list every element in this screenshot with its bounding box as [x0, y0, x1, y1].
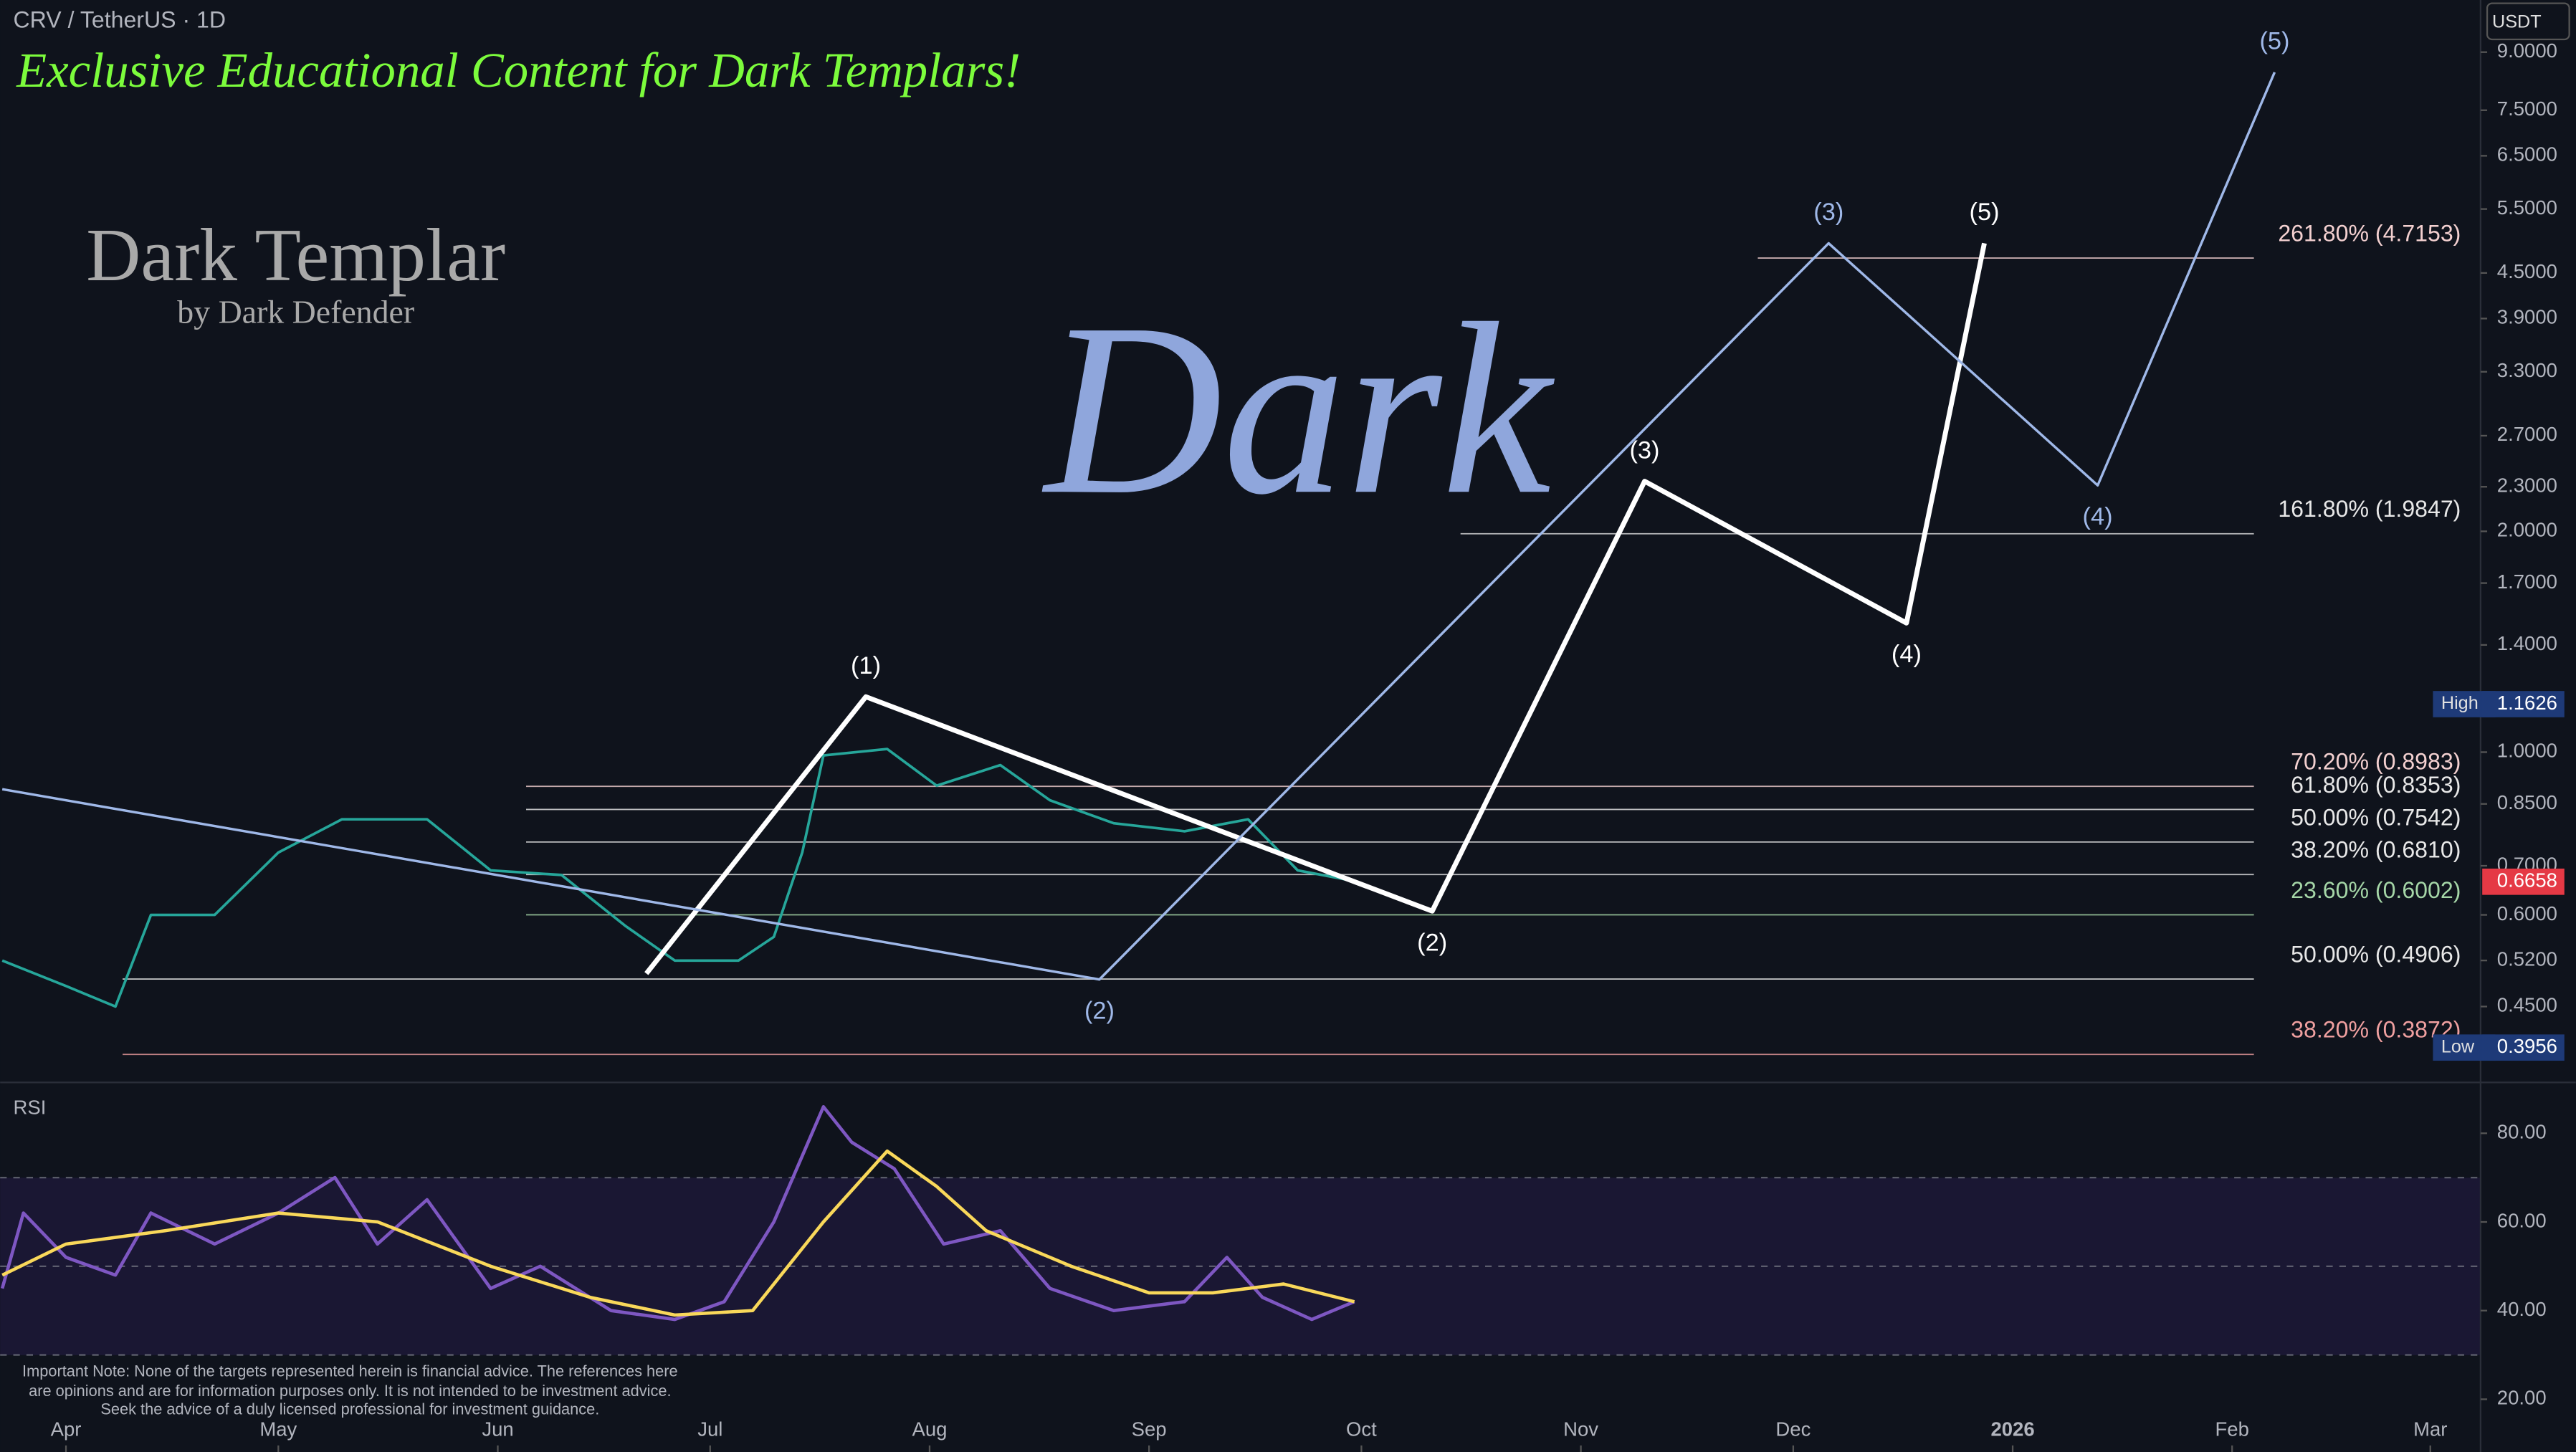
wave-label: (5): [2259, 28, 2289, 55]
currency[interactable]: USDT: [2492, 12, 2542, 32]
y-tick-label: 2.0000: [2497, 519, 2557, 541]
fib-label: 38.20% (0.6810): [2291, 837, 2461, 863]
currency-box[interactable]: [2486, 2, 2570, 41]
wave-label: (5): [1970, 199, 2000, 226]
x-tick-label: Feb: [2215, 1418, 2249, 1440]
y-tick-label: 0.8500: [2497, 791, 2557, 813]
x-tick-label: Mar: [2413, 1418, 2447, 1440]
fib-label: 38.20% (0.3872): [2291, 1017, 2461, 1043]
x-tick-label: Dec: [1775, 1418, 1811, 1440]
tag-box: [2482, 868, 2565, 895]
watermark: Dark: [1041, 273, 1557, 545]
fib-label: 50.00% (0.7542): [2291, 804, 2461, 830]
y-tick-label: 1.0000: [2497, 740, 2557, 762]
wave-label: (4): [2083, 503, 2113, 530]
fib-label: 161.80% (1.9847): [2278, 496, 2461, 522]
y-tick-label: 1.4000: [2497, 632, 2557, 654]
y-tick-label: 9.0000: [2497, 39, 2557, 62]
x-tick-label: Jul: [697, 1418, 722, 1440]
rsi-y-tick-label: 20.00: [2497, 1387, 2547, 1409]
tag-box: [2482, 691, 2565, 717]
symbol: CRV / TetherUS · 1D: [14, 6, 226, 32]
wave-label: (3): [1813, 199, 1843, 226]
rsi-y-tick-label: 40.00: [2497, 1298, 2547, 1320]
y-tick-label: 2.7000: [2497, 423, 2557, 445]
logo-sub: by Dark Defender: [177, 294, 414, 330]
x-tick-label: Nov: [1563, 1418, 1598, 1440]
wave-label: (4): [1892, 641, 1922, 668]
rsi-title: RSI: [14, 1096, 47, 1118]
disclaimer: Important Note: None of the targets repr…: [22, 1363, 678, 1420]
y-tick-label: 7.5000: [2497, 97, 2557, 120]
y-tick-label: 6.5000: [2497, 143, 2557, 166]
wave-label: (2): [1417, 929, 1447, 956]
x-tick-label: Sep: [1132, 1418, 1167, 1440]
y-tick-label: 0.4500: [2497, 994, 2557, 1016]
wave-line: [1, 72, 2276, 981]
logo: Dark Templar: [86, 213, 505, 297]
rsi-y-tick-label: 80.00: [2497, 1121, 2547, 1143]
x-tick-label: Aug: [912, 1418, 947, 1440]
tag-value: 0.6658: [2497, 869, 2557, 892]
y-tick-label: 1.7000: [2497, 570, 2557, 593]
fib-label: 50.00% (0.4906): [2291, 941, 2461, 967]
x-tick-label: Apr: [51, 1418, 82, 1440]
wave-line: [644, 242, 1987, 975]
x-tick-label: May: [259, 1418, 297, 1440]
tag-value: 1.1626: [2497, 692, 2557, 714]
y-tick-label: 0.6000: [2497, 902, 2557, 925]
y-tick-label: 5.5000: [2497, 196, 2557, 219]
disclaimer-box: Important Note: None of the targets repr…: [22, 1363, 678, 1420]
fib-label: 261.80% (4.7153): [2278, 220, 2461, 246]
wave-label: (1): [851, 652, 881, 679]
y-tick-label: 3.3000: [2497, 359, 2557, 381]
x-tick-label: Oct: [1346, 1418, 1377, 1440]
fib-label: 23.60% (0.6002): [2291, 877, 2461, 903]
price-line: [1, 748, 1348, 1008]
fib-label: 70.20% (0.8983): [2291, 749, 2461, 775]
y-tick-label: 2.3000: [2497, 474, 2557, 496]
wave-label: (3): [1629, 436, 1659, 464]
y-tick-label: 4.5000: [2497, 260, 2557, 282]
x-tick-label: Jun: [482, 1418, 513, 1440]
wave-label: (2): [1084, 997, 1115, 1024]
banner: Exclusive Educational Content for Dark T…: [16, 43, 1021, 97]
y-tick-label: 3.9000: [2497, 306, 2557, 328]
tag-name: Low: [2441, 1036, 2475, 1056]
y-tick-label: 0.5200: [2497, 947, 2557, 970]
x-tick-label: 2026: [1990, 1418, 2034, 1440]
tag-name: High: [2441, 693, 2479, 713]
tag-box: [2482, 1034, 2565, 1061]
rsi-y-tick-label: 60.00: [2497, 1209, 2547, 1231]
fib-label: 61.80% (0.8353): [2291, 772, 2461, 798]
rsi-line: [1, 1149, 1355, 1317]
tag-value: 0.3956: [2497, 1035, 2557, 1057]
